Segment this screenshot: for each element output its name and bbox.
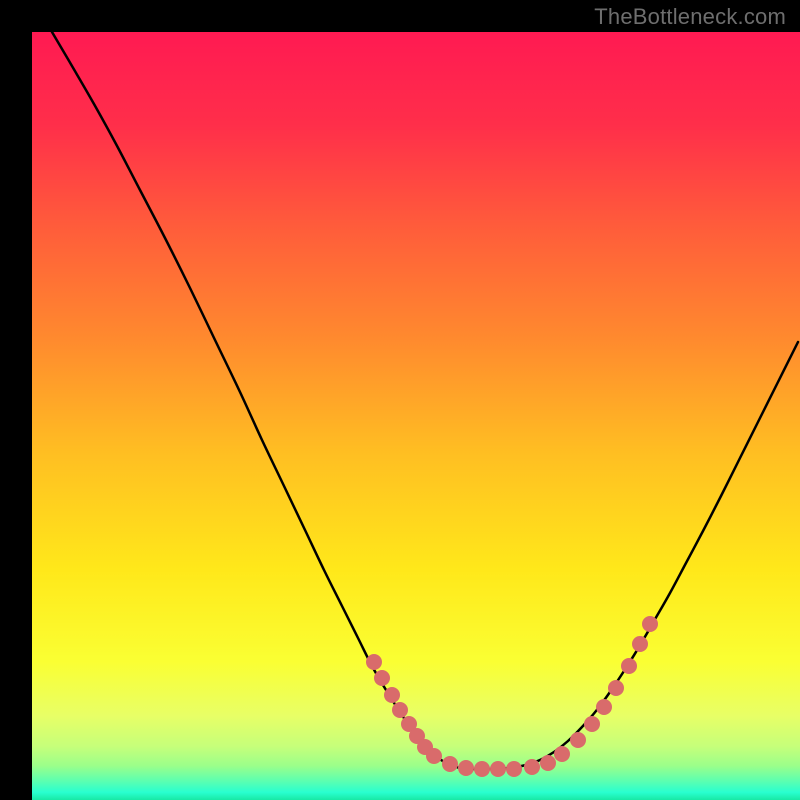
- data-marker: [366, 654, 382, 670]
- watermark-text: TheBottleneck.com: [594, 4, 786, 30]
- data-marker: [442, 756, 458, 772]
- data-marker: [490, 761, 506, 777]
- data-marker: [392, 702, 408, 718]
- data-marker: [426, 748, 442, 764]
- data-marker: [584, 716, 600, 732]
- chart-container: TheBottleneck.com: [0, 0, 800, 800]
- data-marker: [596, 699, 612, 715]
- data-marker: [554, 746, 570, 762]
- chart-svg: [0, 0, 800, 800]
- data-marker: [474, 761, 490, 777]
- data-marker: [374, 670, 390, 686]
- data-marker: [621, 658, 637, 674]
- data-marker: [608, 680, 624, 696]
- data-marker: [384, 687, 400, 703]
- data-marker: [642, 616, 658, 632]
- bottleneck-curve: [52, 32, 798, 769]
- marker-cluster-left: [366, 654, 442, 764]
- data-marker: [632, 636, 648, 652]
- data-marker: [506, 761, 522, 777]
- data-marker: [540, 755, 556, 771]
- data-marker: [524, 759, 540, 775]
- data-marker: [570, 732, 586, 748]
- marker-cluster-bottom: [442, 755, 556, 777]
- data-marker: [458, 760, 474, 776]
